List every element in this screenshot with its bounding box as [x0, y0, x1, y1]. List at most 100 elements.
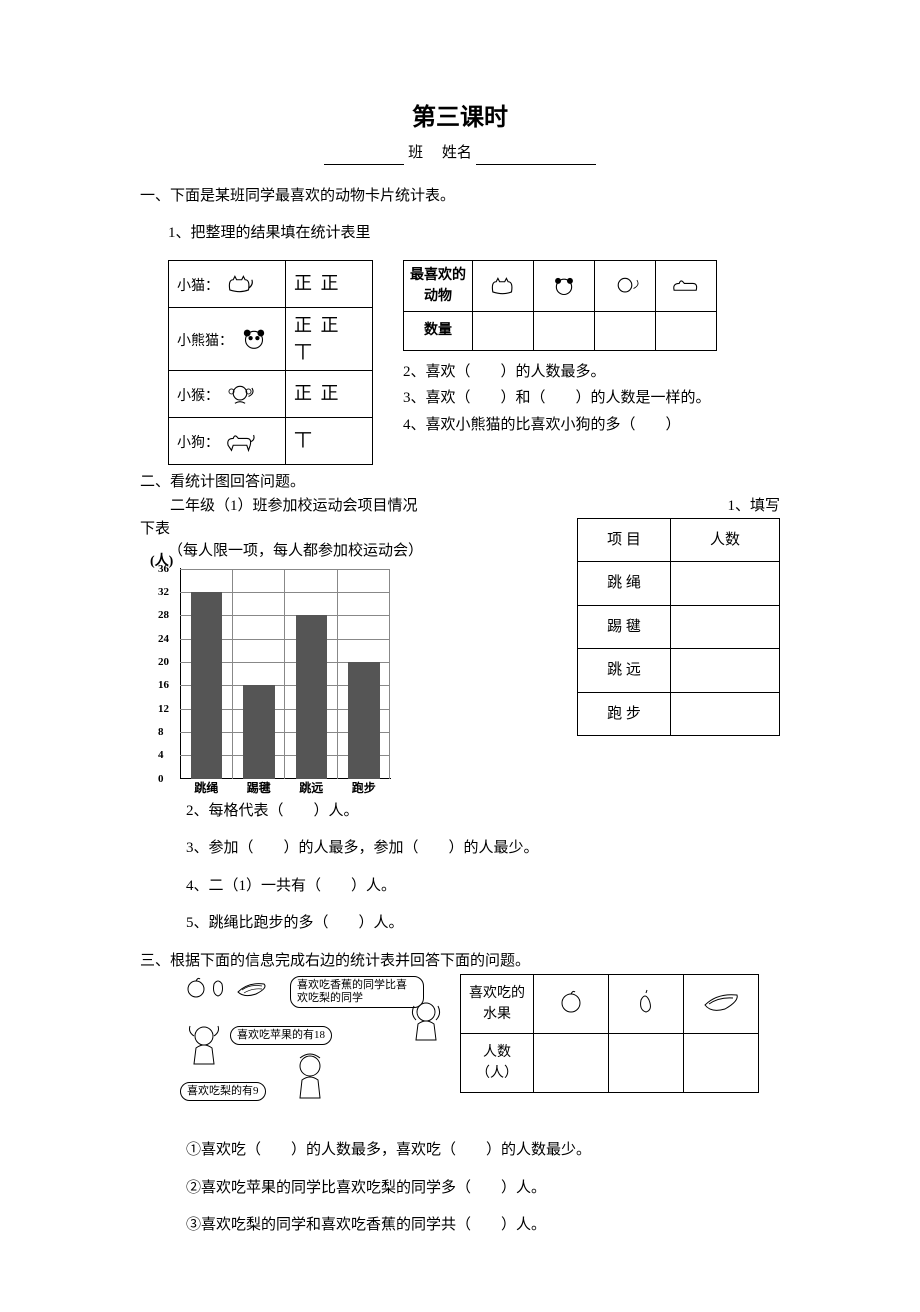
tally-cell: 丅 [286, 417, 373, 464]
fruit-h1: 喜欢吃的水果 [461, 975, 534, 1034]
q2-a3: 3、参加（ ）的人最多，参加（ ）的人最少。 [186, 837, 780, 860]
q1-q4: 4、喜欢小熊猫的比喜欢小狗的多（ ） [403, 414, 780, 437]
q2-a2: 2、每格代表（ ）人。 [186, 800, 780, 823]
name-line: 班 姓名 [140, 142, 780, 165]
chart-ytick: 24 [158, 630, 169, 647]
cat-icon [486, 273, 520, 299]
chart-bar [296, 615, 328, 778]
count-input[interactable] [534, 311, 595, 350]
child-icon [186, 1024, 222, 1068]
event-input[interactable] [671, 605, 780, 649]
monkey-icon [608, 273, 642, 299]
fruit-input[interactable] [684, 1034, 759, 1093]
table-row: 小猴： 正 正 [169, 370, 373, 417]
name-label: 姓名 [442, 145, 472, 161]
fruit-cell [684, 975, 759, 1034]
animal-label: 小熊猫： [177, 334, 233, 349]
q3-a2: ②喜欢吃苹果的同学比喜欢吃梨的同学多（ ）人。 [186, 1177, 780, 1200]
banana-icon [701, 987, 741, 1015]
speech-bubble: 喜欢吃香蕉的同学比喜欢吃梨的同学 [290, 976, 424, 1008]
chart-ytick: 32 [158, 584, 169, 601]
count-input[interactable] [473, 311, 534, 350]
chart-ytick: 20 [158, 654, 169, 671]
count-cell[interactable] [656, 260, 717, 311]
chart-bar [348, 662, 380, 779]
class-label: 班 [408, 145, 423, 161]
q3-heading: 三、根据下面的信息完成右边的统计表并回答下面的问题。 [140, 950, 780, 973]
fruit-cell [534, 975, 609, 1034]
pear-icon [632, 987, 660, 1015]
q1-heading: 一、下面是某班同学最喜欢的动物卡片统计表。 [140, 185, 780, 208]
event-h2: 人数 [671, 518, 780, 562]
chart-ytick: 4 [158, 747, 164, 764]
speech-bubble: 喜欢吃梨的有9 [180, 1082, 266, 1101]
count-cell[interactable] [595, 260, 656, 311]
tally-cell: 正 正 [286, 260, 373, 307]
tally-table: 小猫： 正 正 小熊猫： 正 正 丅 小猴： 正 正 小狗： 丅 [168, 260, 373, 465]
count-cell[interactable] [534, 260, 595, 311]
count-input[interactable] [595, 311, 656, 350]
chart-ytick: 28 [158, 607, 169, 624]
fruit-h2: 人数（人） [461, 1034, 534, 1093]
q1-sub1: 1、把整理的结果填在统计表里 [168, 222, 780, 245]
q2-note: （每人限一项，每人都参加校运动会） [168, 540, 557, 563]
cat-icon [223, 271, 257, 297]
fruit-cell [609, 975, 684, 1034]
animal-count-table: 最喜欢的动物 数量 [403, 260, 717, 351]
q2-intro-right: 1、填写 [727, 498, 780, 514]
chart-ytick: 16 [158, 677, 169, 694]
event-row-label: 踢 毽 [578, 605, 671, 649]
chart-xlabel: 跑步 [338, 779, 391, 797]
q1-q2: 2、喜欢（ ）的人数最多。 [403, 361, 780, 384]
chart-ytick: 8 [158, 724, 164, 741]
count-row-label: 数量 [404, 311, 473, 350]
chart-bar [243, 685, 275, 778]
event-input[interactable] [671, 649, 780, 693]
fruit-input[interactable] [609, 1034, 684, 1093]
chart-xlabel: 跳绳 [180, 779, 233, 797]
monkey-icon [223, 381, 257, 407]
fruits-icon [184, 974, 274, 1000]
event-row-label: 跳 绳 [578, 562, 671, 606]
event-row-label: 跑 步 [578, 692, 671, 736]
dog-icon [669, 273, 703, 299]
q3-scene: 喜欢吃香蕉的同学比喜欢吃梨的同学 喜欢吃苹果的有18 喜欢吃梨的有9 [180, 974, 440, 1124]
class-blank[interactable] [324, 147, 404, 165]
count-header: 最喜欢的动物 [404, 260, 473, 311]
apple-icon [557, 987, 585, 1015]
count-input[interactable] [656, 311, 717, 350]
tally-cell: 正 正 [286, 370, 373, 417]
animal-label: 小狗： [177, 436, 219, 451]
dog-icon [223, 428, 257, 454]
event-h1: 项 目 [578, 518, 671, 562]
event-input[interactable] [671, 562, 780, 606]
event-table: 项 目人数 跳 绳 踢 毽 跳 远 跑 步 [577, 518, 780, 737]
page-title: 第三课时 [140, 100, 780, 136]
child-icon [408, 1000, 444, 1044]
name-blank[interactable] [476, 147, 596, 165]
q2-intro-line2: 下表 [140, 518, 557, 541]
panda-icon [547, 273, 581, 299]
table-row: 小狗： 丅 [169, 417, 373, 464]
animal-label: 小猫： [177, 279, 219, 294]
q2-a4: 4、二（1）一共有（ ）人。 [186, 875, 780, 898]
panda-icon [237, 326, 271, 352]
chart-bar [191, 592, 223, 779]
fruit-table: 喜欢吃的水果 人数（人） [460, 974, 759, 1093]
count-cell[interactable] [473, 260, 534, 311]
q3-a3: ③喜欢吃梨的同学和喜欢吃香蕉的同学共（ ）人。 [186, 1214, 780, 1237]
table-row: 小熊猫： 正 正 丅 [169, 307, 373, 370]
chart-ytick: 36 [158, 560, 169, 577]
chart-ytick: 12 [158, 700, 169, 717]
q2-intro-left: 二年级（1）班参加校运动会项目情况 [140, 498, 418, 514]
speech-bubble: 喜欢吃苹果的有18 [230, 1026, 332, 1045]
fruit-input[interactable] [534, 1034, 609, 1093]
q2-heading: 二、看统计图回答问题。 [140, 471, 780, 494]
event-input[interactable] [671, 692, 780, 736]
bar-chart: (人) 04812162024283236跳绳踢毽跳远跑步 [180, 569, 390, 779]
q1-q3: 3、喜欢（ ）和（ ）的人数是一样的。 [403, 387, 780, 410]
chart-xlabel: 踢毽 [233, 779, 286, 797]
tally-cell: 正 正 丅 [286, 307, 373, 370]
q2-a5: 5、跳绳比跑步的多（ ）人。 [186, 912, 780, 935]
chart-ytick: 0 [158, 770, 164, 787]
